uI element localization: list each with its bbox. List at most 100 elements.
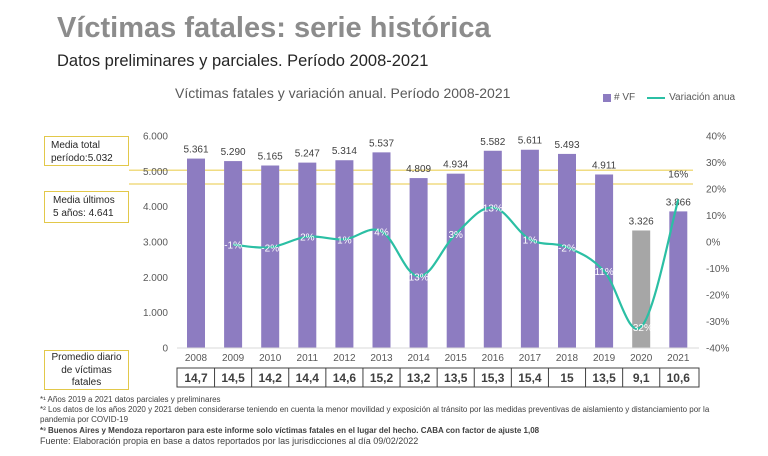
line-data-label: 11%	[594, 267, 613, 278]
daily-average-value: 14,7	[184, 371, 208, 385]
bar-2015	[446, 173, 465, 348]
daily-average-value: 13,2	[407, 371, 431, 385]
daily-average-value: 14,4	[296, 371, 320, 385]
bar-data-label: 4.809	[406, 164, 431, 175]
legend-bar-swatch	[603, 93, 611, 102]
daily-average-value: 15,4	[518, 371, 542, 385]
daily-average-value: 13,5	[444, 371, 468, 385]
line-data-label: -1%	[224, 241, 242, 252]
variation-line	[233, 199, 680, 330]
media-total-text: Media total período:5.032	[51, 140, 113, 164]
right-axis-tick-label: 0%	[706, 238, 721, 249]
footnote-3: *³ Buenos Aires y Mendoza reportaron par…	[40, 425, 540, 435]
chart-title: Víctimas fatales y variación anual. Perí…	[175, 85, 511, 101]
bar-data-label: 5.314	[332, 146, 357, 157]
promedio-line3: fatales	[71, 377, 102, 388]
bar-2019	[595, 174, 614, 348]
bar-data-label: 5.361	[183, 145, 208, 156]
legend-line-label: Variación anua	[669, 92, 736, 103]
x-axis-tick-label: 2010	[259, 353, 282, 364]
daily-average-value: 14,5	[221, 371, 245, 385]
bar-data-label: 5.611	[518, 136, 543, 147]
right-axis-tick-label: -10%	[706, 264, 729, 275]
line-data-label: 4%	[374, 227, 389, 238]
line-data-label: -32%	[630, 323, 653, 334]
daily-average-value: 15	[560, 371, 574, 385]
x-axis-tick-label: 2018	[556, 353, 579, 364]
left-axis-tick-label: 4.000	[143, 202, 168, 213]
line-data-label: 13%	[483, 204, 503, 215]
bar-2021	[669, 211, 688, 348]
daily-average-value: 15,3	[481, 371, 505, 385]
legend-bar-label: # VF	[614, 92, 636, 103]
daily-average-value: 14,6	[333, 371, 357, 385]
left-axis-tick-label: 6.000	[143, 132, 168, 143]
x-axis-tick-label: 2011	[297, 353, 319, 364]
right-axis-tick-label: 40%	[706, 132, 726, 143]
line-data-label: 1%	[337, 235, 352, 246]
right-axis-tick-label: -30%	[706, 317, 729, 328]
bar-data-label: 5.582	[480, 137, 505, 148]
bar-2016	[483, 150, 502, 348]
line-data-label: 2%	[300, 233, 315, 244]
page-subtitle: Datos preliminares y parciales. Período …	[57, 52, 429, 70]
footnote-source: Fuente: Elaboración propia en base a dat…	[40, 435, 419, 446]
bar-2008	[187, 158, 205, 348]
bar-data-label: 4.934	[443, 160, 468, 171]
line-data-label: 13%	[409, 272, 429, 283]
daily-average-value: 13,5	[592, 371, 616, 385]
x-axis-tick-label: 2013	[370, 353, 393, 364]
line-data-label: 1%	[523, 235, 538, 246]
media-ultimos-line1: Media últimos	[53, 195, 115, 206]
promedio-diario-box: Promedio diario de víctimas fatales	[44, 350, 129, 390]
x-axis-tick-label: 2017	[519, 353, 542, 364]
media-ultimos-box: Media últimos 5 años: 4.641	[44, 191, 129, 223]
x-axis-tick-label: 2014	[407, 353, 430, 364]
bar-2009	[224, 161, 243, 348]
daily-average-value: 15,2	[370, 371, 394, 385]
daily-average-value: 10,6	[667, 371, 691, 385]
right-axis-tick-label: 30%	[706, 158, 726, 169]
bar-data-label: 5.493	[554, 140, 579, 151]
bar-2013	[372, 152, 391, 348]
x-axis-tick-label: 2012	[333, 353, 356, 364]
x-axis-tick-label: 2008	[185, 353, 208, 364]
bar-2012	[335, 160, 354, 348]
left-axis-tick-label: 3.000	[143, 238, 168, 249]
bar-data-label: 5.537	[369, 138, 394, 149]
right-axis-tick-label: -40%	[706, 344, 729, 355]
line-data-label: 3%	[448, 230, 463, 241]
footnote-1: *¹ Años 2019 a 2021 datos parciales y pr…	[40, 395, 221, 404]
right-axis-tick-label: 10%	[706, 211, 726, 222]
left-axis-tick-label: 5.000	[143, 167, 168, 178]
bar-2017	[520, 149, 539, 348]
line-data-label: 16%	[668, 170, 688, 181]
promedio-line1: Promedio diario	[51, 352, 122, 363]
x-axis-tick-label: 2009	[222, 353, 245, 364]
left-axis-tick-label: 0	[162, 344, 168, 355]
bar-2011	[298, 162, 317, 348]
bar-data-label: 5.290	[221, 147, 246, 158]
x-axis-tick-label: 2020	[630, 353, 653, 364]
promedio-line2: de víctimas	[61, 364, 112, 376]
bar-data-label: 4.911	[592, 160, 617, 171]
legend-line-swatch	[647, 96, 666, 99]
bar-data-label: 5.247	[295, 149, 320, 160]
line-data-label: -2%	[558, 243, 576, 254]
media-ultimos-line2: 5 años: 4.641	[53, 208, 114, 219]
footnote-2: *² Los datos de los años 2020 y 2021 deb…	[40, 405, 710, 425]
bar-2018	[558, 153, 576, 348]
right-axis-tick-label: 20%	[706, 185, 726, 196]
x-axis-tick-label: 2015	[445, 353, 468, 364]
left-axis-tick-label: 2.000	[143, 273, 168, 284]
page-title: Víctimas fatales: serie histórica	[57, 12, 491, 44]
bar-2014	[409, 178, 428, 348]
x-axis-tick-label: 2016	[482, 353, 505, 364]
right-axis-tick-label: -20%	[706, 291, 729, 302]
daily-average-value: 14,2	[259, 371, 283, 385]
line-data-label: -2%	[261, 243, 279, 254]
chart-legend: # VF Variación anua	[603, 92, 735, 103]
media-total-box: Media total período:5.032	[44, 136, 129, 166]
daily-average-value: 9,1	[633, 371, 650, 385]
